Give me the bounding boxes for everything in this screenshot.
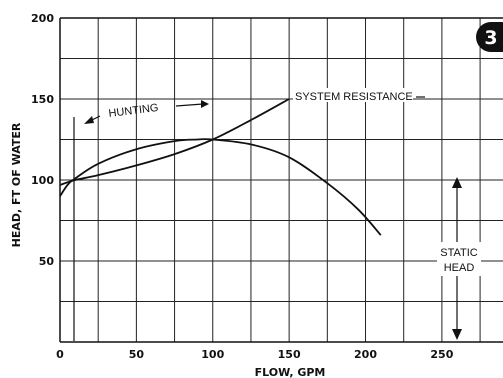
annotation-hunting: HUNTING bbox=[108, 102, 159, 120]
hunting-right-arrow bbox=[175, 100, 209, 108]
annotation-system-resistance: SYSTEM RESISTANCE bbox=[295, 91, 413, 103]
x-tick-labels: 0 50 100 150 200 250 bbox=[56, 348, 454, 361]
grid-lines bbox=[60, 18, 503, 342]
y-tick-label: 100 bbox=[31, 174, 54, 187]
x-tick-label: 50 bbox=[129, 348, 145, 361]
y-axis-title: HEAD, FT OF WATER bbox=[10, 122, 23, 247]
series-group bbox=[59, 98, 382, 236]
x-tick-label: 250 bbox=[430, 348, 453, 361]
hunting-left-arrow bbox=[84, 115, 101, 124]
x-tick-label: 200 bbox=[354, 348, 377, 361]
y-tick-label: 150 bbox=[31, 93, 54, 106]
x-tick-label: 100 bbox=[201, 348, 224, 361]
static-label-bg bbox=[437, 242, 481, 276]
figure-number-badge bbox=[476, 22, 503, 52]
system-label-bg bbox=[293, 88, 413, 102]
figure-number-text: 3 bbox=[484, 27, 497, 49]
x-tick-label: 0 bbox=[56, 348, 64, 361]
x-axis-title: FLOW, GPM bbox=[255, 366, 326, 378]
y-tick-label: 50 bbox=[39, 255, 55, 268]
plot-frame bbox=[59, 17, 503, 343]
y-tick-labels: 50 100 150 200 bbox=[31, 12, 54, 268]
series-line-pump-curve bbox=[59, 138, 382, 236]
series-line-system-resistance bbox=[59, 98, 290, 186]
annotation-head: HEAD bbox=[444, 262, 475, 274]
y-tick-label: 200 bbox=[31, 12, 54, 25]
annotation-static: STATIC bbox=[440, 247, 478, 259]
x-tick-label: 150 bbox=[278, 348, 301, 361]
